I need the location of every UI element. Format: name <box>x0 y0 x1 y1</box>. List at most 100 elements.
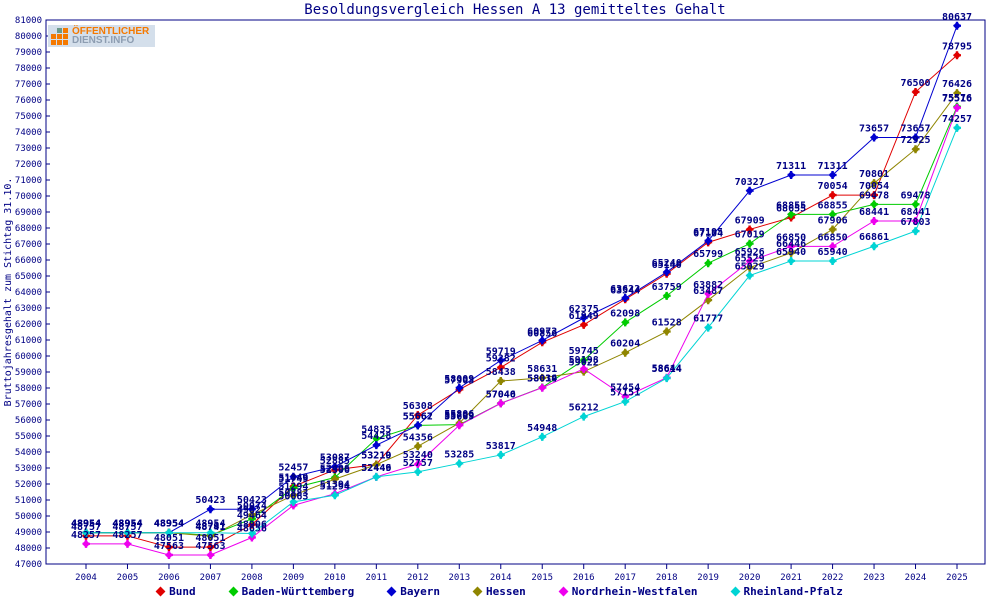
svg-text:55806: 55806 <box>444 409 474 420</box>
svg-text:48757: 48757 <box>112 522 142 533</box>
svg-text:2009: 2009 <box>283 573 305 583</box>
svg-text:66861: 66861 <box>859 232 889 243</box>
logo-square <box>51 28 56 33</box>
svg-text:48954: 48954 <box>112 519 142 530</box>
svg-text:70000: 70000 <box>15 192 42 202</box>
svg-text:81000: 81000 <box>15 16 42 26</box>
svg-text:62098: 62098 <box>610 308 640 319</box>
svg-text:2017: 2017 <box>614 573 636 583</box>
y-axis-ticks: 47000 48000 49000 50000 51000 52000 53000 54000… <box>15 16 50 570</box>
svg-text:67195: 67195 <box>693 227 723 238</box>
svg-text:48741: 48741 <box>195 522 225 533</box>
svg-text:48954: 48954 <box>71 519 101 530</box>
svg-text:75576: 75576 <box>942 93 972 104</box>
svg-text:65529: 65529 <box>735 254 765 265</box>
logo-line1: ÖFFENTLICHER <box>72 26 150 37</box>
svg-text:52885: 52885 <box>320 456 350 467</box>
svg-text:2013: 2013 <box>448 573 470 583</box>
svg-text:48257: 48257 <box>112 530 142 541</box>
svg-text:73000: 73000 <box>15 144 42 154</box>
svg-text:51749: 51749 <box>278 474 308 485</box>
svg-text:2010: 2010 <box>324 573 346 583</box>
svg-text:67104: 67104 <box>693 228 723 239</box>
svg-text:50663: 50663 <box>278 491 308 502</box>
svg-text:2011: 2011 <box>365 573 387 583</box>
chart-title: Besoldungsvergleich Hessen A 13 gemittel… <box>304 2 725 18</box>
svg-text:74000: 74000 <box>15 128 42 138</box>
svg-text:48954: 48954 <box>154 519 184 530</box>
svg-text:62000: 62000 <box>15 320 42 330</box>
svg-text:71311: 71311 <box>818 161 848 172</box>
svg-text:48954: 48954 <box>112 519 142 530</box>
svg-text:76426: 76426 <box>942 79 972 90</box>
svg-text:65240: 65240 <box>652 258 682 269</box>
logo-square <box>57 39 62 45</box>
svg-text:67019: 67019 <box>735 230 765 241</box>
svg-text:61777: 61777 <box>693 314 723 325</box>
logo-text: ÖFFENTLICHER DIENST.INFO <box>72 26 150 46</box>
svg-text:52449: 52449 <box>361 463 391 474</box>
svg-text:50423: 50423 <box>237 495 267 506</box>
svg-text:52757: 52757 <box>403 458 433 469</box>
svg-text:57454: 57454 <box>610 383 640 394</box>
svg-text:48257: 48257 <box>71 530 101 541</box>
logo-square <box>51 39 56 45</box>
svg-text:52406: 52406 <box>320 464 350 475</box>
svg-text:53285: 53285 <box>444 449 474 460</box>
svg-text:48954: 48954 <box>71 519 101 530</box>
svg-text:53219: 53219 <box>361 450 391 461</box>
svg-text:74257: 74257 <box>942 114 972 125</box>
svg-text:66446: 66446 <box>776 239 806 250</box>
svg-text:54428: 54428 <box>361 431 391 442</box>
svg-text:68855: 68855 <box>776 200 806 211</box>
svg-text:59198: 59198 <box>569 355 599 366</box>
svg-text:55709: 55709 <box>444 411 474 422</box>
svg-text:48757: 48757 <box>71 522 101 533</box>
svg-text:68655: 68655 <box>776 204 806 215</box>
series-Bund <box>82 51 961 552</box>
svg-text:63622: 63622 <box>610 284 640 295</box>
svg-text:59000: 59000 <box>15 368 42 378</box>
svg-text:62375: 62375 <box>569 304 599 315</box>
svg-text:75000: 75000 <box>15 112 42 122</box>
svg-text:49000: 49000 <box>15 528 42 538</box>
svg-text:47000: 47000 <box>15 560 42 570</box>
svg-text:54000: 54000 <box>15 448 42 458</box>
svg-text:58009: 58009 <box>444 374 474 385</box>
svg-text:2019: 2019 <box>697 573 719 583</box>
series-Hessen <box>82 89 961 541</box>
logo-square <box>57 27 62 33</box>
svg-text:65140: 65140 <box>652 260 682 271</box>
y-axis-title: Bruttojahresgehalt zum Stichtag 31.10. <box>3 178 14 407</box>
svg-text:2016: 2016 <box>573 573 595 583</box>
svg-text:2008: 2008 <box>241 573 263 583</box>
svg-text:68441: 68441 <box>859 207 889 218</box>
svg-text:59745: 59745 <box>569 346 599 357</box>
svg-text:2004: 2004 <box>75 573 97 583</box>
svg-text:68855: 68855 <box>818 200 848 211</box>
svg-text:60973: 60973 <box>527 326 557 337</box>
svg-text:53087: 53087 <box>320 453 350 464</box>
svg-text:68000: 68000 <box>15 224 42 234</box>
svg-text:54356: 54356 <box>403 432 433 443</box>
svg-text:76500: 76500 <box>900 78 930 89</box>
logo-squares-icon <box>51 27 68 45</box>
svg-text:63882: 63882 <box>693 280 723 291</box>
svg-text:53000: 53000 <box>15 464 42 474</box>
svg-text:67803: 67803 <box>900 217 930 228</box>
svg-text:53817: 53817 <box>486 441 516 452</box>
svg-text:50000: 50000 <box>15 512 42 522</box>
svg-text:65029: 65029 <box>735 262 765 273</box>
svg-text:2024: 2024 <box>905 573 927 583</box>
legend-item-bund: Bund <box>155 585 196 598</box>
svg-text:80000: 80000 <box>15 32 42 42</box>
svg-text:73657: 73657 <box>859 123 889 134</box>
svg-text:56212: 56212 <box>569 403 599 414</box>
svg-text:49464: 49464 <box>237 511 267 522</box>
svg-text:54835: 54835 <box>361 425 391 436</box>
legend-color-marker <box>558 586 569 597</box>
logo-line2: DIENST.INFO <box>72 35 135 46</box>
legend-color-marker <box>472 586 483 597</box>
svg-text:61000: 61000 <box>15 336 42 346</box>
